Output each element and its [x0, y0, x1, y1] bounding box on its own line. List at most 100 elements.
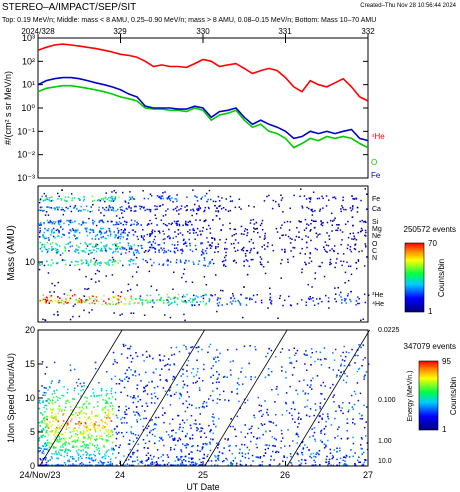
guide-line — [39, 329, 123, 467]
speed-point — [111, 429, 113, 432]
speed-point — [104, 422, 106, 424]
mass-point — [102, 207, 104, 209]
speed-point — [53, 445, 55, 448]
mass-point — [183, 243, 185, 245]
speed-point — [281, 433, 283, 435]
speed-point — [52, 420, 54, 422]
speed-point — [250, 440, 252, 443]
mass-point — [43, 264, 46, 267]
speed-point — [151, 397, 153, 399]
mass-point — [98, 300, 100, 303]
speed-point — [133, 396, 135, 399]
speed-point — [159, 360, 162, 362]
mass-point — [311, 214, 314, 216]
speed-point — [42, 450, 44, 452]
speed-point — [275, 438, 277, 441]
mass-point — [223, 260, 225, 262]
mass-point — [56, 207, 59, 210]
speed-point — [143, 447, 146, 449]
mass-point — [300, 221, 302, 223]
mass-point — [288, 295, 290, 298]
speed-point — [327, 413, 329, 415]
speed-point — [146, 393, 149, 395]
mass-point — [307, 236, 309, 238]
speed-point — [236, 392, 239, 395]
mass-point — [231, 200, 234, 202]
mass-point — [115, 235, 117, 238]
speed-point — [267, 447, 269, 450]
mass-point — [120, 291, 123, 293]
speed-point — [365, 421, 367, 423]
mass-point — [104, 200, 106, 203]
mass-point — [131, 196, 134, 198]
mass-point — [208, 299, 211, 301]
speed-point — [152, 372, 155, 374]
mass-point — [133, 223, 135, 225]
speed-point — [195, 423, 197, 425]
speed-point — [248, 457, 250, 460]
speed-point — [283, 455, 285, 457]
mass-point — [102, 221, 105, 224]
speed-point — [343, 456, 346, 458]
mass-point — [169, 237, 171, 239]
mass-point — [197, 263, 200, 265]
mass-point — [136, 224, 138, 226]
speed-point — [230, 464, 232, 467]
mass-point — [39, 299, 42, 302]
mass-point — [78, 232, 81, 234]
mass-point — [135, 263, 137, 265]
mass-point — [356, 211, 359, 213]
speed-point — [362, 359, 364, 361]
speed-point — [318, 450, 321, 452]
mass-point — [109, 231, 112, 233]
mass-point — [350, 300, 352, 303]
speed-point — [147, 457, 150, 459]
speed-point — [110, 458, 112, 461]
mass-point — [347, 244, 349, 246]
speed-point — [79, 411, 81, 414]
speed-point — [344, 372, 346, 375]
mass-point — [99, 220, 101, 222]
mass-point — [42, 210, 44, 212]
speed-point — [236, 462, 238, 465]
mass-point — [51, 230, 53, 233]
speed-point — [293, 347, 295, 349]
mass-point — [123, 210, 126, 212]
speed-point — [150, 402, 153, 404]
speed-point — [365, 406, 368, 408]
mass-point — [225, 238, 228, 241]
mass-point — [70, 193, 73, 195]
mass-point — [57, 192, 59, 195]
series-line — [37, 76, 369, 142]
middle-panel: 10 Mass (AMU) Fe Ca Si Mg Ne O C N ³He ⁴… — [6, 185, 456, 323]
mass-point — [113, 190, 115, 192]
element-label-o: O — [372, 241, 378, 248]
speed-point — [45, 448, 47, 450]
speed-point — [229, 444, 231, 447]
mass-point — [97, 247, 100, 250]
speed-point — [104, 457, 107, 460]
mass-point — [75, 238, 77, 240]
mass-point — [130, 209, 132, 212]
speed-point — [106, 450, 108, 452]
speed-point — [271, 436, 274, 438]
mass-point — [127, 290, 129, 292]
mass-point — [355, 300, 358, 302]
mass-point — [321, 195, 323, 198]
mass-point — [243, 230, 246, 232]
mass-point — [85, 205, 88, 207]
speed-point — [346, 375, 348, 377]
mass-point — [58, 230, 60, 232]
speed-point — [260, 423, 262, 425]
mass-point — [270, 300, 273, 302]
mass-point — [272, 249, 275, 252]
speed-point — [76, 434, 79, 436]
speed-point — [68, 459, 70, 461]
mass-point — [142, 237, 144, 239]
mass-point — [77, 229, 79, 231]
mass-point — [309, 201, 311, 203]
speed-point — [103, 446, 105, 448]
mass-point — [152, 241, 154, 243]
speed-point — [110, 402, 112, 404]
speed-point — [104, 407, 106, 409]
